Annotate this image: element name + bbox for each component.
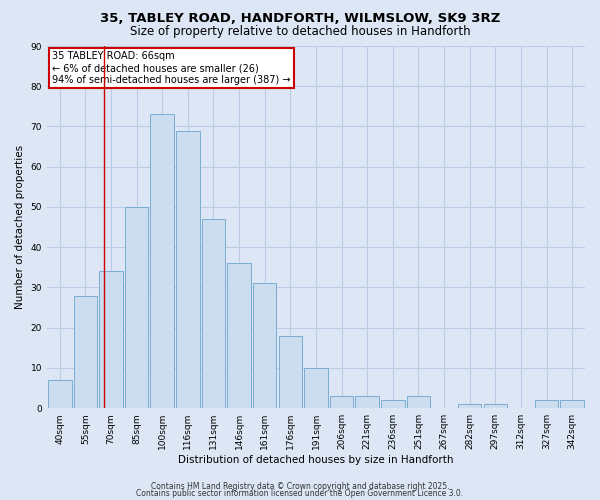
Text: Size of property relative to detached houses in Handforth: Size of property relative to detached ho… [130,25,470,38]
Bar [330,396,353,408]
Text: Contains public sector information licensed under the Open Government Licence 3.: Contains public sector information licen… [136,490,464,498]
Bar [227,264,251,408]
Bar [278,336,302,408]
Bar [535,400,559,408]
Bar [176,130,200,408]
Text: 35 TABLEY ROAD: 66sqm
← 6% of detached houses are smaller (26)
94% of semi-detac: 35 TABLEY ROAD: 66sqm ← 6% of detached h… [52,52,291,84]
Bar [355,396,379,408]
Text: 35, TABLEY ROAD, HANDFORTH, WILMSLOW, SK9 3RZ: 35, TABLEY ROAD, HANDFORTH, WILMSLOW, SK… [100,12,500,26]
Bar [74,296,97,408]
Bar [151,114,174,408]
Text: Contains HM Land Registry data © Crown copyright and database right 2025.: Contains HM Land Registry data © Crown c… [151,482,449,491]
Bar [202,219,225,408]
Bar [458,404,481,408]
Bar [304,368,328,408]
Bar [407,396,430,408]
Bar [560,400,584,408]
Bar [48,380,71,408]
Bar [484,404,507,408]
Bar [125,207,148,408]
Bar [253,284,277,408]
X-axis label: Distribution of detached houses by size in Handforth: Distribution of detached houses by size … [178,455,454,465]
Y-axis label: Number of detached properties: Number of detached properties [15,145,25,309]
Bar [99,272,123,408]
Bar [381,400,404,408]
